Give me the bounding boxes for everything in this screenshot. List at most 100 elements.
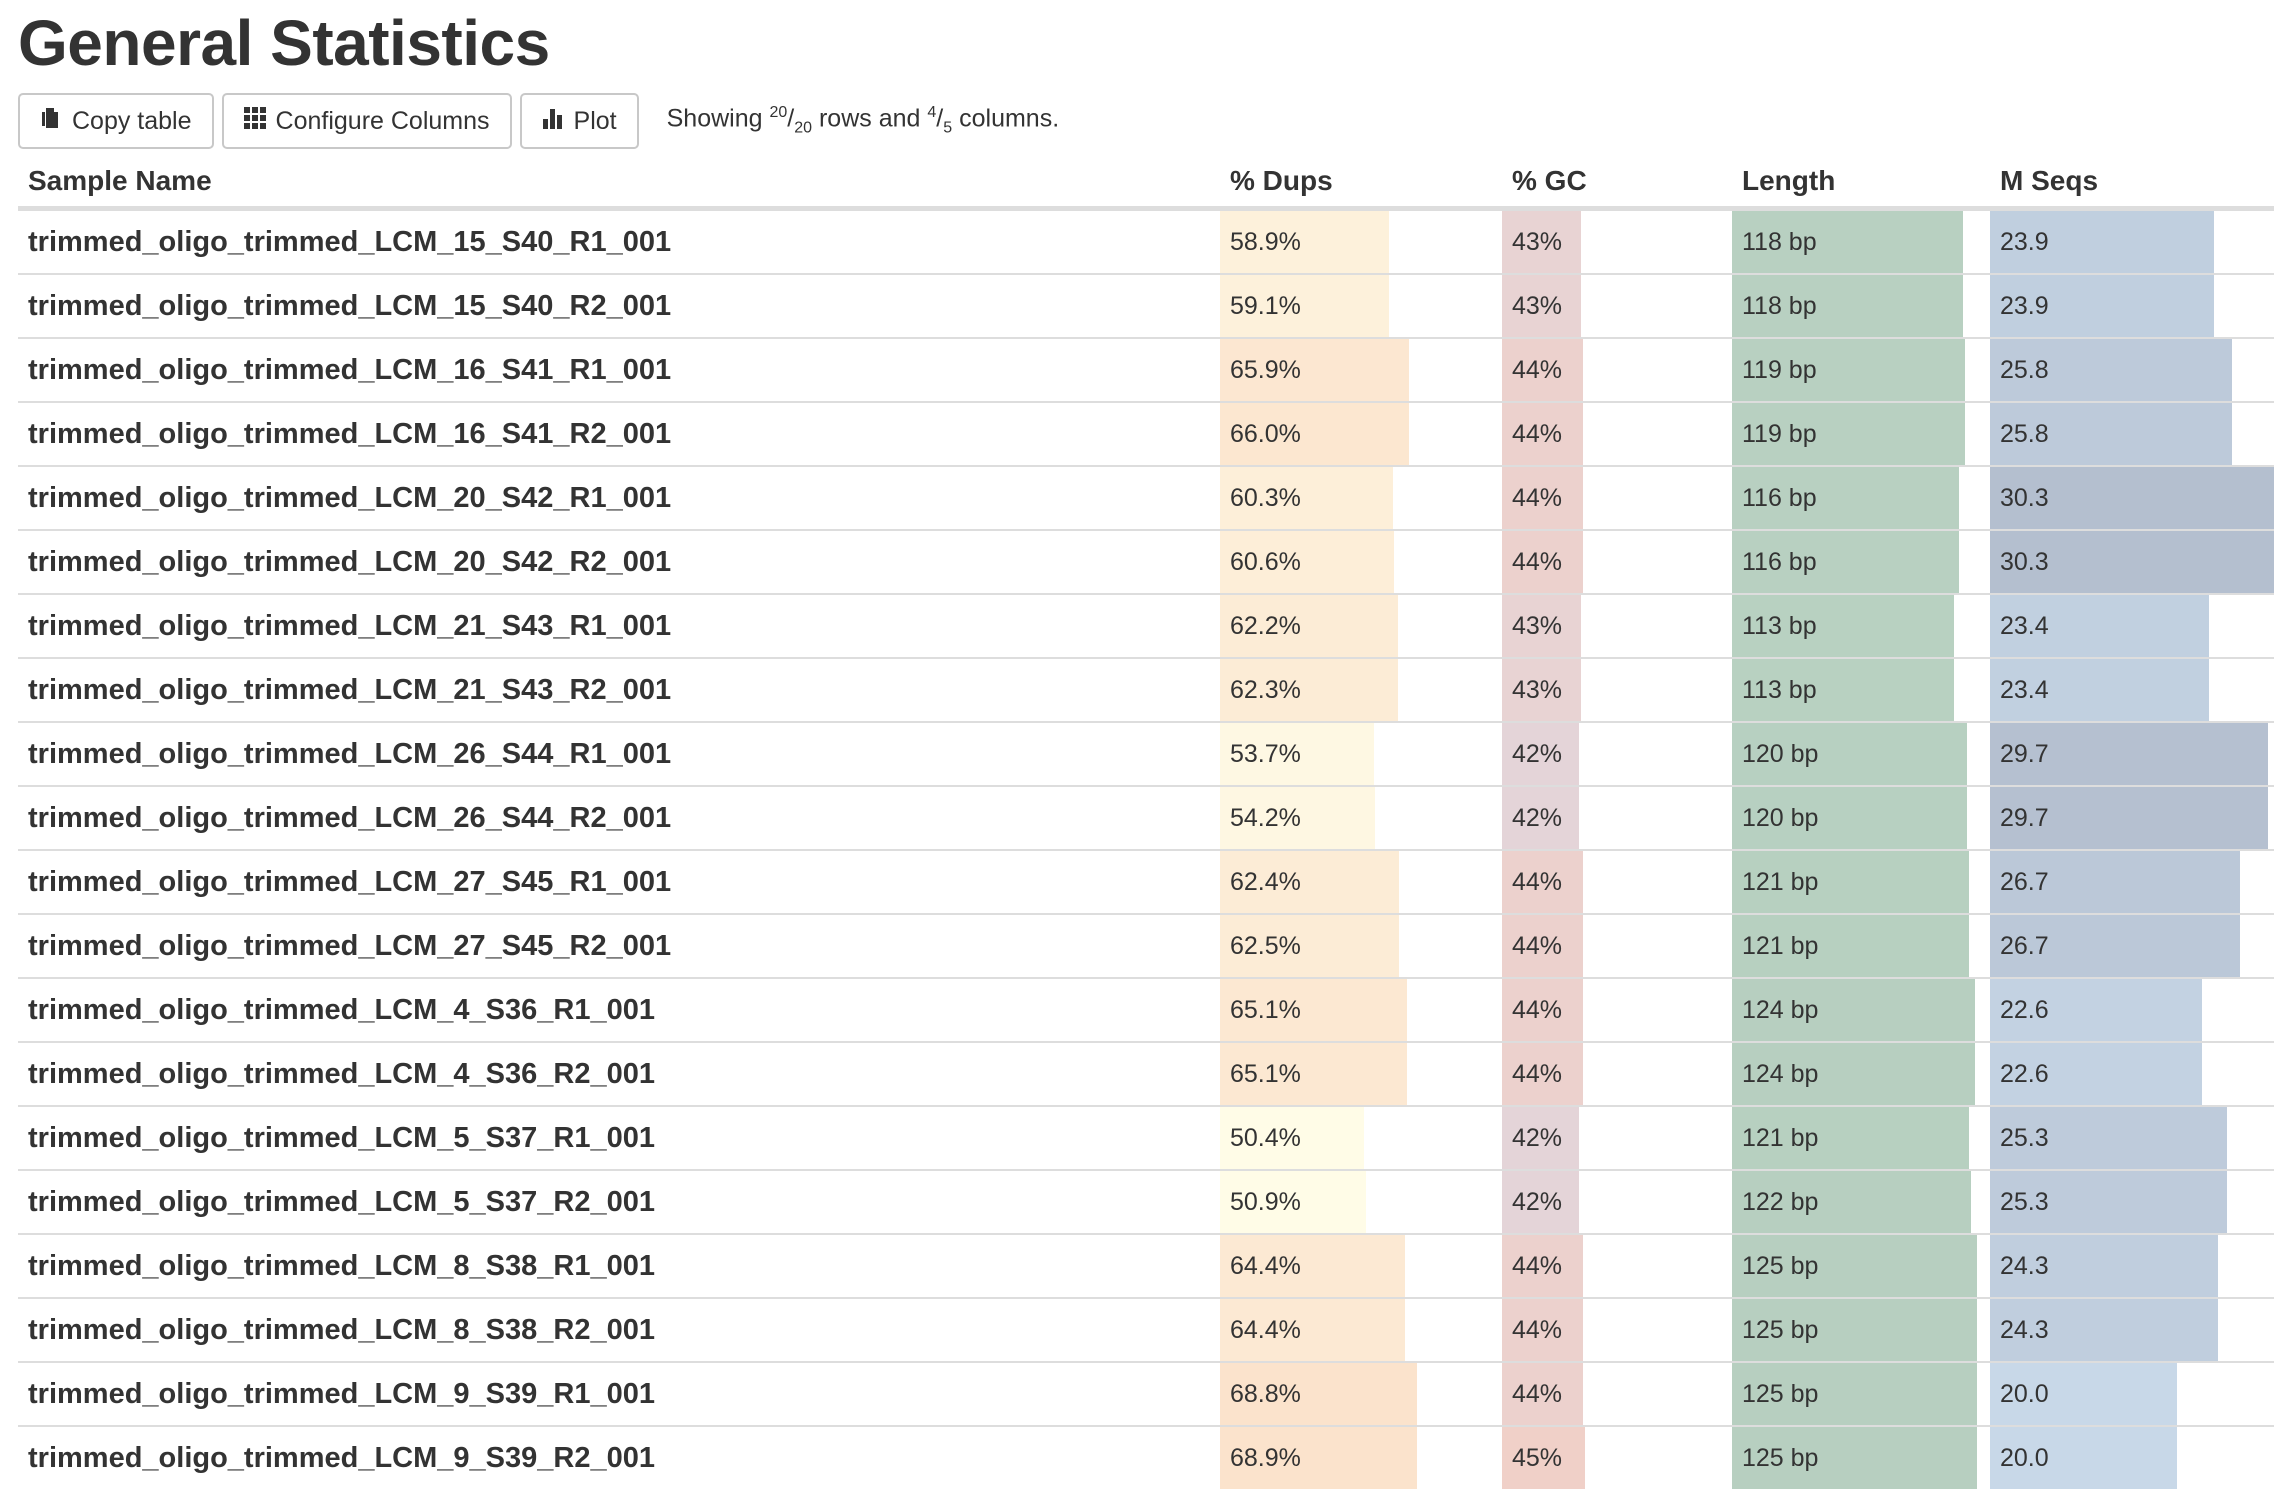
m-seqs-value: 25.3 xyxy=(1990,1188,2049,1216)
length-value: 125 bp xyxy=(1732,1444,1818,1472)
m-seqs-value: 23.9 xyxy=(1990,228,2049,256)
header-sample-name[interactable]: Sample Name xyxy=(18,156,1220,209)
length-cell: 121 bp xyxy=(1732,1106,1990,1170)
dups-value: 66.0% xyxy=(1220,420,1301,448)
dups-value: 58.9% xyxy=(1220,228,1301,256)
copy-table-label: Copy table xyxy=(72,107,192,136)
length-value: 113 bp xyxy=(1732,676,1817,704)
copy-table-button[interactable]: Copy table xyxy=(18,93,214,149)
gc-cell: 43% xyxy=(1502,594,1732,658)
plot-button[interactable]: Plot xyxy=(520,93,639,149)
length-cell: 124 bp xyxy=(1732,978,1990,1042)
table-toolbar: Copy table Configure Columns Plot Showin… xyxy=(18,92,1059,150)
dups-cell: 59.1% xyxy=(1220,274,1502,338)
gc-cell: 43% xyxy=(1502,209,1732,275)
gc-cell: 43% xyxy=(1502,658,1732,722)
m-seqs-cell: 30.3 xyxy=(1990,530,2274,594)
header-m-seqs[interactable]: M Seqs xyxy=(1990,156,2274,209)
header-gc[interactable]: % GC xyxy=(1502,156,1732,209)
sample-name-cell: trimmed_oligo_trimmed_LCM_16_S41_R1_001 xyxy=(18,338,1220,402)
gc-value: 44% xyxy=(1502,868,1562,896)
configure-columns-button[interactable]: Configure Columns xyxy=(222,93,512,149)
gc-value: 44% xyxy=(1502,420,1562,448)
sample-name-cell: trimmed_oligo_trimmed_LCM_15_S40_R2_001 xyxy=(18,274,1220,338)
length-cell: 120 bp xyxy=(1732,722,1990,786)
gc-value: 42% xyxy=(1502,1188,1562,1216)
length-cell: 119 bp xyxy=(1732,402,1990,466)
gc-value: 43% xyxy=(1502,612,1562,640)
m-seqs-value: 30.3 xyxy=(1990,484,2049,512)
length-value: 120 bp xyxy=(1732,804,1818,832)
m-seqs-cell: 25.3 xyxy=(1990,1106,2274,1170)
dups-value: 64.4% xyxy=(1220,1252,1301,1280)
length-cell: 125 bp xyxy=(1732,1362,1990,1426)
dups-value: 64.4% xyxy=(1220,1316,1301,1344)
dups-value: 62.4% xyxy=(1220,868,1301,896)
gc-value: 44% xyxy=(1502,1060,1562,1088)
m-seqs-cell: 22.6 xyxy=(1990,1042,2274,1106)
m-seqs-value: 23.4 xyxy=(1990,612,2049,640)
sample-name-cell: trimmed_oligo_trimmed_LCM_9_S39_R2_001 xyxy=(18,1426,1220,1489)
sample-name-cell: trimmed_oligo_trimmed_LCM_15_S40_R1_001 xyxy=(18,209,1220,275)
gc-value: 44% xyxy=(1502,1316,1562,1344)
length-value: 119 bp xyxy=(1732,420,1817,448)
length-value: 120 bp xyxy=(1732,740,1818,768)
m-seqs-cell: 23.9 xyxy=(1990,209,2274,275)
gc-cell: 44% xyxy=(1502,978,1732,1042)
sample-name-cell: trimmed_oligo_trimmed_LCM_20_S42_R2_001 xyxy=(18,530,1220,594)
header-length[interactable]: Length xyxy=(1732,156,1990,209)
gc-cell: 42% xyxy=(1502,786,1732,850)
dups-cell: 65.9% xyxy=(1220,338,1502,402)
sample-name-cell: trimmed_oligo_trimmed_LCM_5_S37_R2_001 xyxy=(18,1170,1220,1234)
gc-cell: 42% xyxy=(1502,1106,1732,1170)
m-seqs-cell: 26.7 xyxy=(1990,850,2274,914)
dups-cell: 60.6% xyxy=(1220,530,1502,594)
dups-value: 59.1% xyxy=(1220,292,1301,320)
gc-cell: 42% xyxy=(1502,722,1732,786)
sample-name-cell: trimmed_oligo_trimmed_LCM_21_S43_R1_001 xyxy=(18,594,1220,658)
sample-name-cell: trimmed_oligo_trimmed_LCM_8_S38_R1_001 xyxy=(18,1234,1220,1298)
m-seqs-cell: 20.0 xyxy=(1990,1426,2274,1489)
length-value: 119 bp xyxy=(1732,356,1817,384)
sample-name-cell: trimmed_oligo_trimmed_LCM_4_S36_R2_001 xyxy=(18,1042,1220,1106)
m-seqs-value: 20.0 xyxy=(1990,1380,2049,1408)
m-seqs-cell: 23.4 xyxy=(1990,594,2274,658)
dups-value: 54.2% xyxy=(1220,804,1301,832)
m-seqs-cell: 24.3 xyxy=(1990,1234,2274,1298)
length-cell: 120 bp xyxy=(1732,786,1990,850)
dups-value: 62.3% xyxy=(1220,676,1301,704)
length-cell: 113 bp xyxy=(1732,658,1990,722)
dups-cell: 54.2% xyxy=(1220,786,1502,850)
length-value: 113 bp xyxy=(1732,612,1817,640)
dups-value: 53.7% xyxy=(1220,740,1301,768)
dups-cell: 62.5% xyxy=(1220,914,1502,978)
sample-name-cell: trimmed_oligo_trimmed_LCM_26_S44_R2_001 xyxy=(18,786,1220,850)
length-cell: 121 bp xyxy=(1732,850,1990,914)
m-seqs-value: 25.8 xyxy=(1990,356,2049,384)
length-value: 122 bp xyxy=(1732,1188,1818,1216)
gc-value: 44% xyxy=(1502,484,1562,512)
dups-cell: 64.4% xyxy=(1220,1298,1502,1362)
showing-summary: Showing 20/20 rows and 4/5 columns. xyxy=(667,104,1060,137)
bar-chart-icon xyxy=(542,107,564,136)
gc-cell: 44% xyxy=(1502,530,1732,594)
m-seqs-cell: 29.7 xyxy=(1990,722,2274,786)
sample-name-cell: trimmed_oligo_trimmed_LCM_16_S41_R2_001 xyxy=(18,402,1220,466)
configure-columns-label: Configure Columns xyxy=(276,107,490,136)
header-dups[interactable]: % Dups xyxy=(1220,156,1502,209)
length-cell: 122 bp xyxy=(1732,1170,1990,1234)
length-cell: 118 bp xyxy=(1732,274,1990,338)
m-seqs-value: 30.3 xyxy=(1990,548,2049,576)
dups-cell: 65.1% xyxy=(1220,1042,1502,1106)
